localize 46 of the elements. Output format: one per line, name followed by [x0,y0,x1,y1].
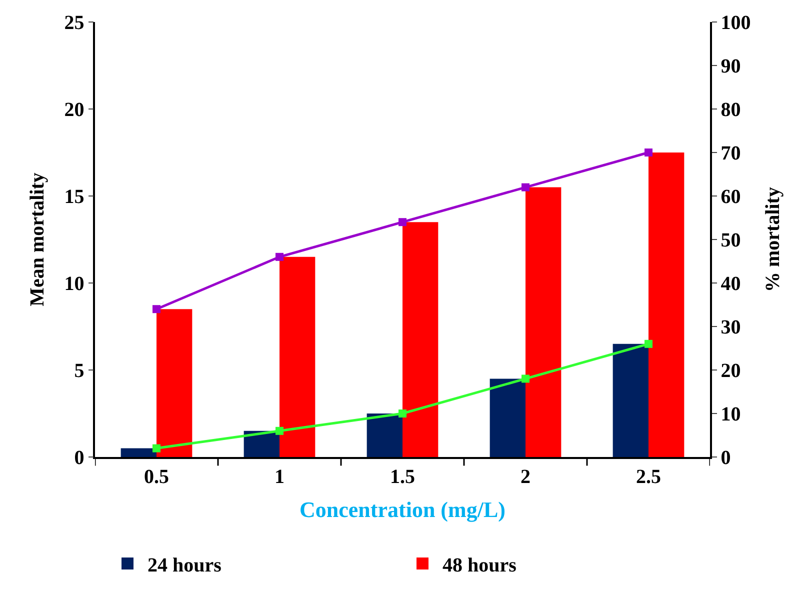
point [398,410,406,418]
point [276,252,284,261]
bar [526,187,562,457]
point [644,340,652,348]
point [522,183,530,192]
y2-tick-label: 10 [720,404,741,426]
bar [402,222,438,457]
bar [366,414,402,457]
point [152,444,160,452]
legend-label: 48 hours [442,554,517,576]
x-tick-label: 2 [520,466,530,488]
y-tick-label: 25 [64,12,84,34]
point [152,305,160,314]
y2-tick-label: 0 [720,447,731,469]
point [644,148,652,156]
y2-tick-label: 80 [720,99,741,121]
y-axis-title: Mean mortality [26,172,48,306]
bar [612,344,648,457]
y2-tick-label: 30 [720,316,741,338]
x-tick-label: 0.5 [144,466,169,488]
y-tick-label: 20 [64,99,84,121]
y-tick-label: 0 [74,447,84,469]
y-tick-label: 10 [64,273,84,295]
x-tick-label: 2.5 [636,466,661,488]
y-tick-label: 15 [64,186,84,208]
bar [156,309,192,457]
y2-tick-label: 40 [720,273,741,295]
y2-tick-label: 50 [720,230,741,252]
y2-tick-label: 100 [720,12,751,34]
x-tick-label: 1 [274,466,284,488]
y2-axis-title: % mortality [762,187,784,292]
bar [120,448,156,457]
point [398,218,406,226]
bar [648,152,684,457]
y2-tick-label: 90 [720,56,741,78]
y-tick-label: 5 [74,360,84,382]
bar [280,256,316,457]
point [276,426,284,435]
x-axis-title: Concentration (mg/L) [300,497,506,522]
bar [490,378,526,457]
y2-tick-label: 70 [720,142,741,164]
legend-label: 24 hours [148,554,222,576]
y2-tick-label: 20 [720,360,741,382]
x-tick-label: 1.5 [390,466,415,488]
y2-tick-label: 60 [720,186,741,208]
point [522,374,530,383]
